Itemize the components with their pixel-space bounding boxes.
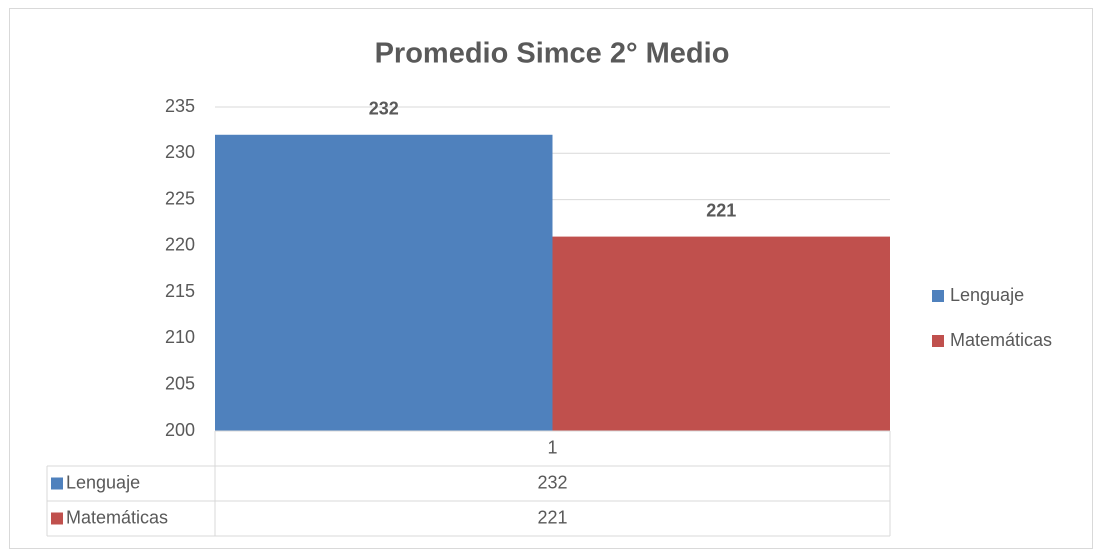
x-tick-label: 1 xyxy=(547,437,557,457)
legend-label: Lenguaje xyxy=(950,285,1024,305)
y-tick-label: 205 xyxy=(165,373,195,393)
table-series-name: Matemáticas xyxy=(66,507,168,527)
y-tick-label: 210 xyxy=(165,327,195,347)
table-series-name: Lenguaje xyxy=(66,472,140,492)
data-label: 232 xyxy=(369,99,399,119)
chart-title: Promedio Simce 2° Medio xyxy=(375,38,730,70)
data-label: 221 xyxy=(706,200,736,220)
y-tick-label: 200 xyxy=(165,420,195,440)
legend-key xyxy=(932,335,944,347)
y-tick-label: 230 xyxy=(165,142,195,162)
bar xyxy=(215,134,553,431)
legend-key xyxy=(932,290,944,302)
y-tick-label: 215 xyxy=(165,281,195,301)
y-tick-label: 225 xyxy=(165,188,195,208)
table-legend-key xyxy=(51,477,63,490)
table-legend-key xyxy=(51,512,63,525)
bar xyxy=(552,236,890,431)
table-value: 221 xyxy=(537,507,567,527)
legend-label: Matemáticas xyxy=(950,330,1052,350)
y-tick-label: 235 xyxy=(165,96,195,116)
y-tick-label: 220 xyxy=(165,235,195,255)
table-value: 232 xyxy=(537,472,567,492)
